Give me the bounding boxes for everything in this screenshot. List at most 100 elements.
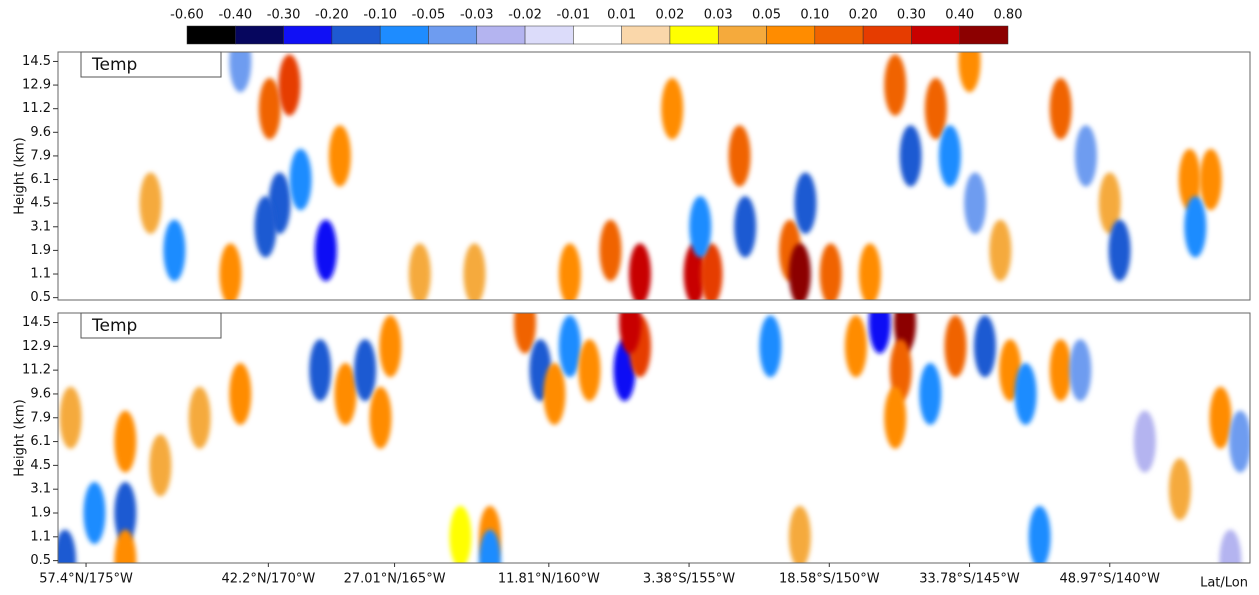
contour-cell [938, 125, 961, 187]
y-tick-label: 6.1 [30, 434, 51, 449]
y-tick-label: 7.9 [30, 148, 51, 163]
contour-cell [83, 482, 106, 544]
contour-cell [794, 172, 817, 234]
contour-cell [1028, 505, 1051, 563]
contour-cell [558, 243, 581, 300]
contour-cell [1133, 410, 1156, 473]
x-tick-label: 18.58°S/150°W [779, 572, 880, 587]
contour-cell [139, 172, 162, 234]
contour-cell [700, 243, 723, 300]
colorbar-label: -0.30 [267, 8, 301, 23]
contour-cell [328, 125, 351, 187]
x-tick-label: 48.97°S/140°W [1060, 572, 1161, 587]
contour-cell [1209, 386, 1232, 449]
colorbar-label: 0.10 [800, 8, 829, 23]
contour-cell [278, 54, 301, 116]
colorbar-box [669, 25, 719, 45]
contour-cell [1014, 363, 1037, 425]
colorbar-box [283, 25, 333, 45]
contour-cell [478, 529, 501, 563]
colorbar-label: 0.80 [994, 8, 1023, 23]
contour-cell [1199, 148, 1222, 211]
contour-cell [884, 386, 907, 449]
contour-cell [114, 410, 137, 473]
colorbar-box [766, 25, 816, 45]
contour-cell [899, 125, 922, 187]
contour-cell [788, 243, 811, 300]
contour-cell [759, 315, 782, 378]
contour-cell [334, 363, 357, 425]
y-tick-label: 11.2 [22, 101, 51, 116]
panel-label-box [80, 312, 222, 339]
colorbar-box [428, 25, 478, 45]
contour-cell [289, 148, 312, 211]
x-axis-label: Lat/Lon [1200, 576, 1248, 591]
colorbar-label: -0.05 [412, 8, 446, 23]
contour-cell [188, 386, 211, 449]
y-tick-label: 0.5 [30, 290, 51, 305]
contour-cell [314, 219, 337, 282]
contour-cell [114, 529, 137, 563]
colorbar-box [186, 25, 236, 45]
contour-cell [229, 363, 252, 425]
y-tick-label: 6.1 [30, 172, 51, 187]
x-tick-label: 3.38°S/155°W [643, 572, 735, 587]
y-tick-label: 1.9 [30, 243, 51, 258]
y-tick-label: 9.6 [30, 125, 51, 140]
colorbar-box [911, 25, 960, 45]
contour-cell [1219, 529, 1242, 563]
colorbar-box [573, 25, 622, 45]
contour-cell [619, 313, 642, 354]
contour-cell [354, 339, 377, 402]
y-tick-label: 14.5 [22, 54, 51, 69]
contour-cell [1049, 339, 1072, 402]
contour-cell [628, 243, 651, 300]
contour-cell [379, 315, 402, 378]
colorbar-label: 0.40 [945, 8, 974, 23]
y-tick-label: 12.9 [22, 78, 51, 93]
contour-cell [1178, 148, 1201, 211]
contour-cell [689, 196, 712, 258]
y-tick-label: 7.9 [30, 410, 51, 425]
contour-cell [989, 219, 1012, 282]
colorbar-label: -0.60 [170, 8, 204, 23]
colorbar-label: -0.03 [460, 8, 494, 23]
colorbar-label: -0.02 [508, 8, 542, 23]
contour-cell [661, 77, 684, 140]
colorbar-box [814, 25, 864, 45]
contour-cell [958, 52, 981, 93]
contour-cell [163, 219, 186, 282]
contour-cell [1229, 410, 1250, 473]
y-tick-label: 3.1 [30, 482, 51, 497]
panel-label-box [80, 51, 222, 78]
colorbar-box [862, 25, 912, 45]
contour-cell [683, 243, 706, 300]
contour-cell [258, 77, 281, 140]
y-tick-label: 11.2 [22, 363, 51, 378]
contour-cell [1108, 219, 1131, 282]
y-tick-label: 4.5 [30, 458, 51, 473]
contour-cell [369, 386, 392, 449]
contour-cell [558, 315, 581, 378]
contour-cell [149, 434, 172, 497]
contour-cell [1074, 125, 1097, 187]
y-tick-label: 3.1 [30, 219, 51, 234]
contour-cell [599, 219, 622, 282]
contour-cell [889, 339, 912, 402]
field [58, 313, 1250, 563]
contour-cell [408, 243, 431, 300]
y-tick-label: 1.9 [30, 506, 51, 521]
contour-cell [513, 313, 536, 354]
panel: 0.5 1.1 1.9 3.1 4.5 6.1 7.9 9.6 11.2 12.9 14.5 Heig… [13, 312, 1251, 591]
x-tick-label: 57.4°N/175°W [39, 572, 133, 587]
colorbar-box [621, 25, 671, 45]
colorbar-label: -0.40 [218, 8, 252, 23]
contour-cell [964, 172, 987, 234]
contour-cell [924, 77, 947, 140]
contour-cell [1069, 339, 1092, 402]
contour-cell [819, 243, 842, 300]
y-tick-label: 4.5 [30, 196, 51, 211]
colorbar-box [524, 25, 574, 45]
y-tick-label: 0.5 [30, 553, 51, 568]
